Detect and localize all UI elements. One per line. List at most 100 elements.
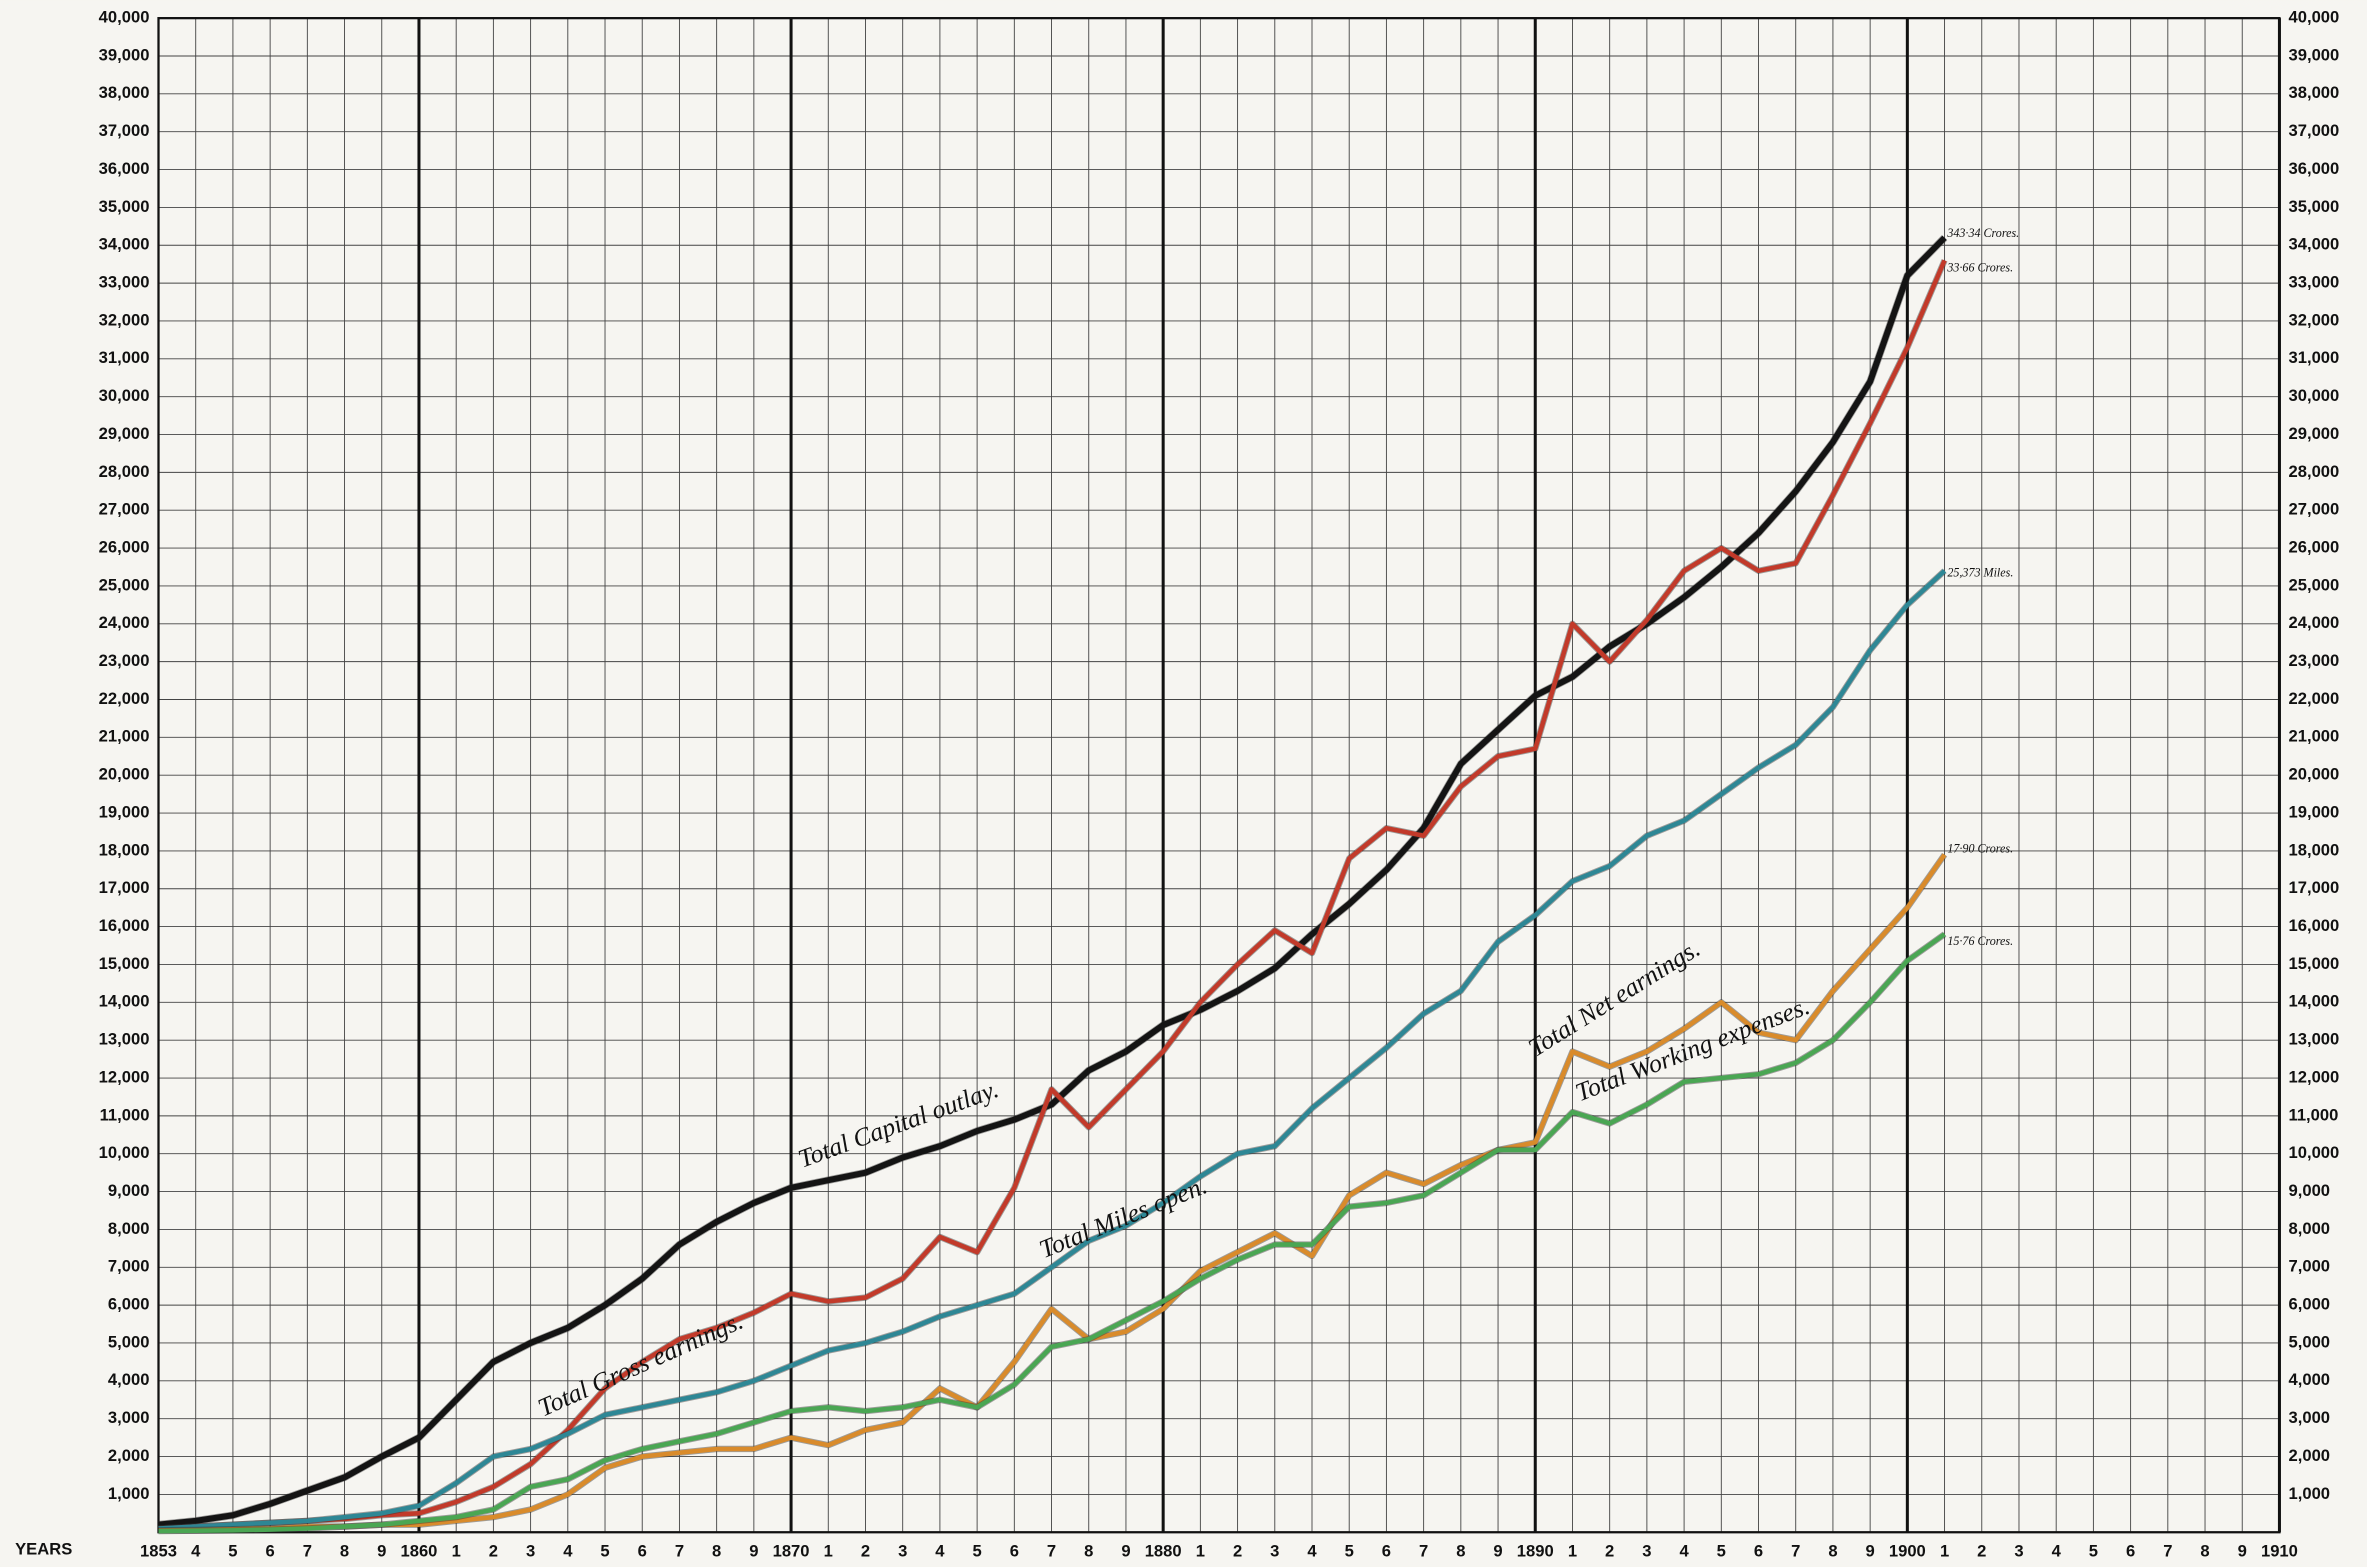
y-tick-label: 3,000	[108, 1408, 150, 1427]
x-tick-label: 3	[898, 1541, 907, 1560]
x-tick-label: 9	[1121, 1541, 1130, 1560]
y-tick-label: 20,000	[99, 765, 150, 784]
x-tick-label: 5	[972, 1541, 981, 1560]
x-tick-label: 1853	[140, 1541, 177, 1560]
x-tick-label: 1880	[1145, 1541, 1182, 1560]
x-tick-label: 4	[1679, 1541, 1689, 1560]
y-tick-label: 7,000	[108, 1257, 150, 1276]
y-tick-label-right: 22,000	[2289, 689, 2340, 708]
x-tick-label: 3	[1642, 1541, 1651, 1560]
y-tick-label: 36,000	[99, 159, 150, 178]
x-tick-label: 1	[452, 1541, 461, 1560]
y-tick-label: 35,000	[99, 197, 150, 216]
x-tick-label: 7	[1419, 1541, 1428, 1560]
y-tick-label: 6,000	[108, 1295, 150, 1314]
x-tick-label: 5	[228, 1541, 237, 1560]
x-tick-label: 1	[1940, 1541, 1949, 1560]
x-tick-label: 8	[340, 1541, 349, 1560]
y-tick-label: 29,000	[99, 424, 150, 443]
y-tick-label: 25,000	[99, 575, 150, 594]
y-tick-label: 19,000	[99, 802, 150, 821]
x-tick-label: 9	[2238, 1541, 2247, 1560]
x-tick-label: 1910	[2261, 1541, 2298, 1560]
y-tick-label: 37,000	[99, 121, 150, 140]
y-tick-label-right: 6,000	[2289, 1295, 2331, 1314]
y-tick-label-right: 8,000	[2289, 1219, 2331, 1238]
x-tick-label: 8	[1456, 1541, 1465, 1560]
x-tick-label: 4	[191, 1541, 201, 1560]
y-tick-label: 39,000	[99, 45, 150, 64]
x-tick-label: 1870	[773, 1541, 810, 1560]
x-tick-label: 7	[1791, 1541, 1800, 1560]
y-tick-label-right: 38,000	[2289, 83, 2340, 102]
y-tick-label-right: 10,000	[2289, 1143, 2340, 1162]
end-label: 17·90 Crores.	[1947, 842, 2013, 856]
y-tick-label: 22,000	[99, 689, 150, 708]
y-tick-label-right: 25,000	[2289, 575, 2340, 594]
y-tick-label: 8,000	[108, 1219, 150, 1238]
y-tick-label: 30,000	[99, 386, 150, 405]
x-tick-label: 3	[1270, 1541, 1279, 1560]
y-tick-label-right: 32,000	[2289, 310, 2340, 329]
x-tick-label: 6	[1382, 1541, 1391, 1560]
y-tick-label-right: 20,000	[2289, 765, 2340, 784]
x-tick-label: 3	[2014, 1541, 2023, 1560]
end-label: 15·76 Crores.	[1947, 934, 2013, 948]
x-tick-label: 4	[935, 1541, 945, 1560]
x-tick-label: 7	[1047, 1541, 1056, 1560]
y-tick-label-right: 7,000	[2289, 1257, 2331, 1276]
y-tick-label: 18,000	[99, 840, 150, 859]
y-tick-label: 40,000	[99, 8, 150, 27]
y-tick-label: 9,000	[108, 1181, 150, 1200]
x-axis-label: YEARS	[15, 1540, 72, 1559]
x-tick-label: 4	[563, 1541, 573, 1560]
y-tick-label: 15,000	[99, 954, 150, 973]
x-tick-label: 9	[749, 1541, 758, 1560]
x-tick-label: 5	[1717, 1541, 1726, 1560]
plot-border	[157, 17, 2281, 1534]
y-tick-label-right: 35,000	[2289, 197, 2340, 216]
x-tick-label: 1900	[1889, 1541, 1926, 1560]
y-tick-label-right: 39,000	[2289, 45, 2340, 64]
series-line	[158, 235, 1947, 1528]
x-tick-label: 6	[266, 1541, 275, 1560]
y-tick-label-right: 23,000	[2289, 651, 2340, 670]
x-tick-label: 8	[1828, 1541, 1837, 1560]
x-tick-label: 9	[377, 1541, 386, 1560]
y-tick-label-right: 36,000	[2289, 159, 2340, 178]
x-tick-label: 9	[1493, 1541, 1502, 1560]
y-tick-label-right: 21,000	[2289, 727, 2340, 746]
x-tick-label: 4	[2052, 1541, 2062, 1560]
x-tick-label: 7	[2163, 1541, 2172, 1560]
x-tick-label: 1890	[1517, 1541, 1554, 1560]
y-tick-label-right: 12,000	[2289, 1067, 2340, 1086]
x-tick-label: 2	[1605, 1541, 1614, 1560]
y-tick-label-right: 37,000	[2289, 121, 2340, 140]
y-tick-label: 4,000	[108, 1370, 150, 1389]
x-tick-label: 6	[2126, 1541, 2135, 1560]
y-tick-label-right: 15,000	[2289, 954, 2340, 973]
y-tick-label: 34,000	[99, 235, 150, 254]
y-tick-label-right: 11,000	[2289, 1105, 2339, 1124]
y-tick-label-right: 33,000	[2289, 273, 2340, 292]
x-tick-label: 5	[2089, 1541, 2098, 1560]
x-tick-label: 2	[1977, 1541, 1986, 1560]
end-label: 343·34 Crores.	[1946, 226, 2019, 240]
x-tick-label: 1860	[401, 1541, 438, 1560]
x-tick-label: 2	[489, 1541, 498, 1560]
x-tick-label: 1	[1568, 1541, 1577, 1560]
y-tick-label: 33,000	[99, 273, 150, 292]
y-tick-label-right: 18,000	[2289, 840, 2340, 859]
y-tick-label: 23,000	[99, 651, 150, 670]
end-label: 25,373 Miles.	[1947, 565, 2013, 579]
y-tick-label: 38,000	[99, 83, 150, 102]
y-tick-label-right: 29,000	[2289, 424, 2340, 443]
y-tick-label: 13,000	[99, 1030, 150, 1049]
x-tick-label: 6	[1754, 1541, 1763, 1560]
x-tick-label: 6	[638, 1541, 647, 1560]
y-tick-label-right: 16,000	[2289, 916, 2340, 935]
y-tick-label-right: 30,000	[2289, 386, 2340, 405]
series-line	[158, 932, 1946, 1534]
y-tick-label-right: 28,000	[2289, 462, 2340, 481]
